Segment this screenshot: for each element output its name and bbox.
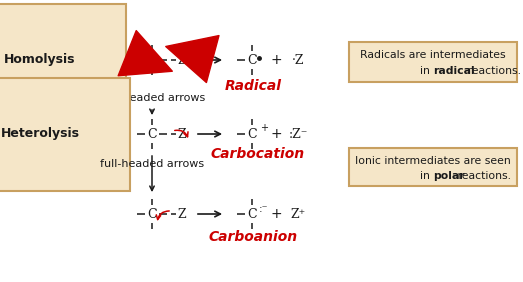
Text: Ionic intermediates are seen: Ionic intermediates are seen [355, 156, 511, 166]
Text: Carbocation: Carbocation [211, 147, 305, 161]
Text: Radicals are intermediates: Radicals are intermediates [360, 50, 506, 60]
Text: +: + [270, 53, 282, 67]
Text: :⁻: :⁻ [259, 204, 268, 214]
Text: ·Z: ·Z [292, 54, 304, 67]
Text: Carboanion: Carboanion [209, 230, 298, 244]
Text: C: C [247, 54, 257, 67]
Text: polar: polar [433, 171, 464, 181]
Text: half-headed arrows: half-headed arrows [98, 93, 206, 103]
Text: C: C [247, 127, 257, 140]
Text: Radical: Radical [224, 79, 281, 93]
Text: in: in [419, 171, 433, 181]
FancyBboxPatch shape [349, 148, 517, 186]
Text: Z⁺: Z⁺ [290, 208, 305, 221]
Text: Heterolysis: Heterolysis [1, 127, 79, 140]
Text: in: in [419, 66, 433, 76]
Text: reactions.: reactions. [464, 66, 521, 76]
Text: Homolysis: Homolysis [4, 54, 76, 67]
Text: reactions.: reactions. [454, 171, 511, 181]
Text: C: C [147, 127, 157, 140]
Text: :Z⁻: :Z⁻ [288, 127, 308, 140]
Text: +: + [260, 123, 268, 133]
Text: +: + [270, 207, 282, 221]
Text: C: C [147, 208, 157, 221]
Text: full-headed arrows: full-headed arrows [100, 159, 204, 169]
Text: Z: Z [178, 54, 186, 67]
Text: C: C [247, 208, 257, 221]
FancyBboxPatch shape [349, 42, 517, 82]
Text: C: C [147, 54, 157, 67]
Text: radical: radical [433, 66, 475, 76]
Text: +: + [270, 127, 282, 141]
Text: Z: Z [178, 127, 186, 140]
Text: Z: Z [178, 208, 186, 221]
